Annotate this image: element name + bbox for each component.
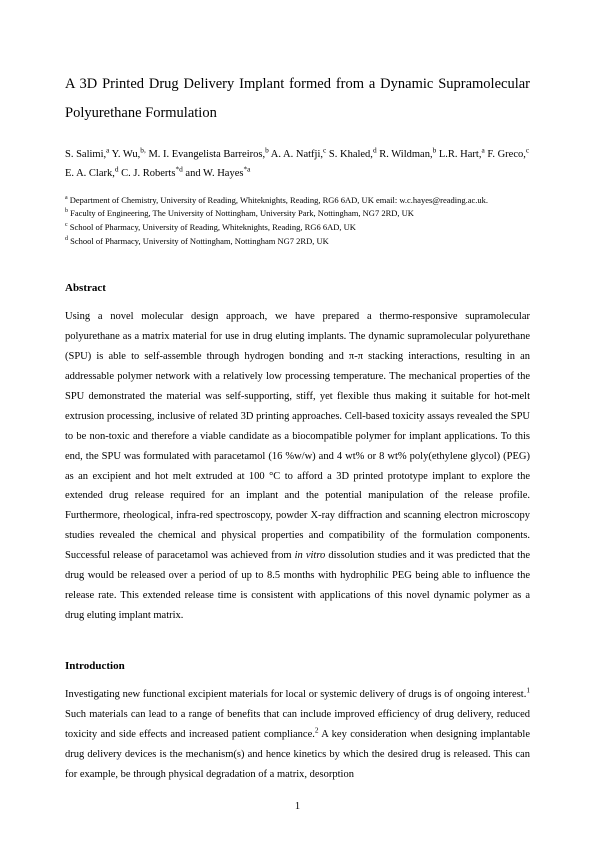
aff-text: School of Pharmacy, University of Readin…	[70, 222, 356, 232]
introduction-heading: Introduction	[65, 656, 530, 677]
aff-tag: d	[65, 236, 68, 242]
paper-title: A 3D Printed Drug Delivery Implant forme…	[65, 70, 530, 128]
aff-text: School of Pharmacy, University of Nottin…	[70, 236, 329, 246]
abstract-heading: Abstract	[65, 278, 530, 299]
affiliation-list: a Department of Chemistry, University of…	[65, 194, 530, 248]
affiliation-c: c School of Pharmacy, University of Read…	[65, 221, 530, 235]
aff-text: Department of Chemistry, University of R…	[70, 195, 488, 205]
author-list: S. Salimi,a Y. Wu,b, M. I. Evangelista B…	[65, 146, 530, 184]
aff-tag: a	[65, 195, 68, 201]
introduction-body: Investigating new functional excipient m…	[65, 685, 530, 785]
affiliation-a: a Department of Chemistry, University of…	[65, 194, 530, 208]
page-number: 1	[0, 797, 595, 817]
affiliation-b: b Faculty of Engineering, The University…	[65, 207, 530, 221]
abstract-body: Using a novel molecular design approach,…	[65, 307, 530, 626]
affiliation-d: d School of Pharmacy, University of Nott…	[65, 235, 530, 249]
aff-text: Faculty of Engineering, The University o…	[70, 208, 414, 218]
aff-tag: c	[65, 222, 68, 228]
aff-tag: b	[65, 209, 68, 215]
